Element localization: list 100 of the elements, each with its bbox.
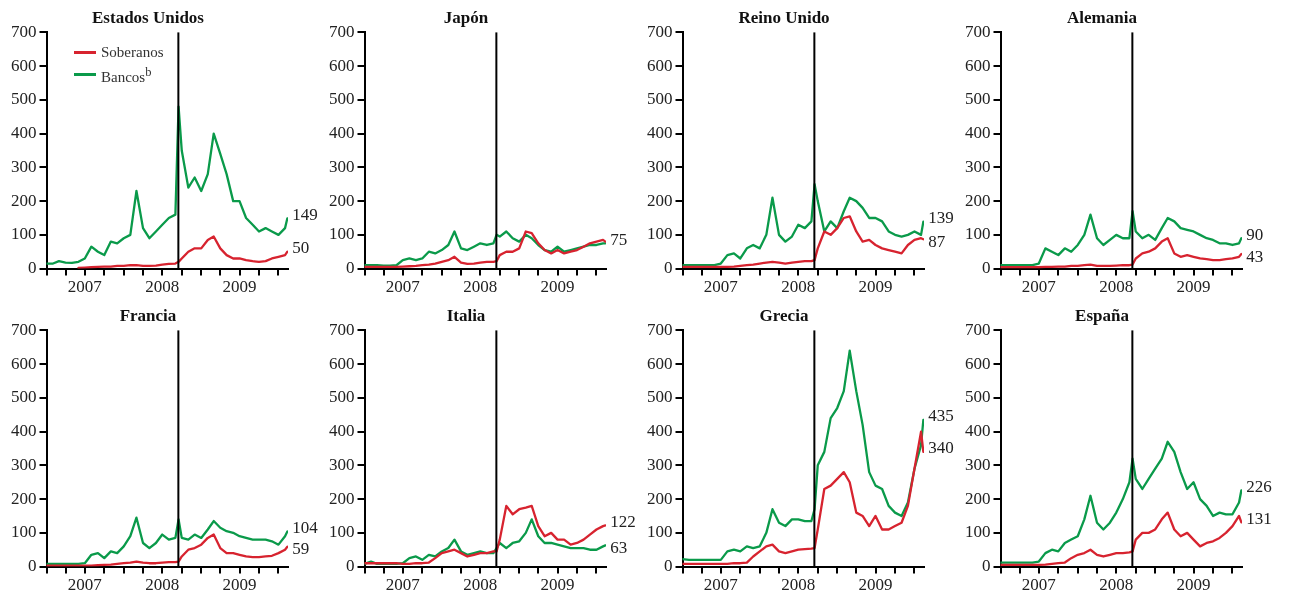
y-tick-label: 500 xyxy=(965,89,991,109)
x-tick-label: 2007 xyxy=(385,575,421,595)
y-tick-label: 500 xyxy=(11,387,37,407)
y-tick-label: 600 xyxy=(647,353,673,373)
x-tick-label: 2009 xyxy=(540,575,575,595)
y-tick-label: 400 xyxy=(647,123,673,143)
y-tick-label: 300 xyxy=(329,156,355,176)
annotation: 50 xyxy=(292,238,310,258)
x-tick-label: 2007 xyxy=(1021,575,1057,595)
y-tick-label: 300 xyxy=(329,454,355,474)
x-tick-label: 2009 xyxy=(222,277,257,297)
chart-title: Reino Unido xyxy=(738,7,830,27)
y-tick-label: 100 xyxy=(647,224,673,244)
y-tick-label: 400 xyxy=(647,421,673,441)
y-tick-label: 200 xyxy=(965,190,991,210)
x-tick-label: 2007 xyxy=(1021,277,1057,297)
annotation: 104 xyxy=(292,517,319,537)
y-tick-label: 200 xyxy=(11,488,37,508)
chart-title: Japón xyxy=(443,7,489,27)
y-tick-label: 600 xyxy=(965,353,991,373)
y-tick-label: 300 xyxy=(11,156,37,176)
y-tick-label: 0 xyxy=(664,556,673,576)
x-tick-label: 2009 xyxy=(858,575,893,595)
chart-title: España xyxy=(1075,305,1130,325)
x-tick-label: 2008 xyxy=(145,575,180,595)
annotation: 43 xyxy=(1246,246,1264,266)
y-tick-label: 300 xyxy=(965,454,991,474)
y-tick-label: 0 xyxy=(346,258,355,278)
y-tick-label: 600 xyxy=(965,55,991,75)
y-tick-label: 700 xyxy=(11,21,37,41)
y-tick-label: 100 xyxy=(11,522,37,542)
y-tick-label: 500 xyxy=(329,387,355,407)
chart-title: Francia xyxy=(119,305,177,325)
y-tick-label: 700 xyxy=(329,21,355,41)
x-tick-label: 2008 xyxy=(145,277,180,297)
y-tick-label: 200 xyxy=(965,488,991,508)
annotation: 340 xyxy=(928,438,954,458)
y-tick-label: 300 xyxy=(11,454,37,474)
y-tick-label: 600 xyxy=(647,55,673,75)
y-tick-label: 700 xyxy=(11,319,37,339)
annotation: 149 xyxy=(292,204,318,224)
y-tick-label: 200 xyxy=(647,488,673,508)
y-tick-label: 0 xyxy=(28,556,37,576)
y-tick-label: 100 xyxy=(11,224,37,244)
x-tick-label: 2007 xyxy=(703,575,739,595)
y-tick-label: 200 xyxy=(11,190,37,210)
annotation: 59 xyxy=(292,539,310,559)
y-tick-label: 700 xyxy=(965,21,991,41)
y-tick-label: 300 xyxy=(965,156,991,176)
annotation: 63 xyxy=(610,537,628,557)
y-tick-label: 500 xyxy=(647,89,673,109)
x-tick-label: 2009 xyxy=(1176,277,1211,297)
annotation: 139 xyxy=(928,208,954,228)
y-tick-label: 600 xyxy=(11,55,37,75)
y-tick-label: 500 xyxy=(11,89,37,109)
annotation: 90 xyxy=(1246,224,1264,244)
y-tick-label: 200 xyxy=(329,488,355,508)
annotation: 435 xyxy=(928,406,954,426)
chart-title: Grecia xyxy=(759,305,809,325)
x-tick-label: 2007 xyxy=(67,575,103,595)
y-tick-label: 600 xyxy=(329,55,355,75)
y-tick-label: 100 xyxy=(965,224,991,244)
y-tick-label: 100 xyxy=(329,522,355,542)
legend-label: Bancos$^{b}$ xyxy=(101,64,152,87)
y-tick-label: 300 xyxy=(647,454,673,474)
chart-title: Estados Unidos xyxy=(92,7,205,27)
y-tick-label: 700 xyxy=(647,21,673,41)
y-tick-label: 0 xyxy=(28,258,37,278)
y-tick-label: 500 xyxy=(965,387,991,407)
y-tick-label: 300 xyxy=(647,156,673,176)
y-tick-label: 0 xyxy=(664,258,673,278)
y-tick-label: 200 xyxy=(647,190,673,210)
y-tick-label: 400 xyxy=(329,421,355,441)
annotation: 131 xyxy=(1246,508,1272,528)
y-tick-label: 400 xyxy=(11,123,37,143)
y-tick-label: 600 xyxy=(11,353,37,373)
x-tick-label: 2008 xyxy=(1099,575,1134,595)
y-tick-label: 700 xyxy=(647,319,673,339)
y-tick-label: 500 xyxy=(647,387,673,407)
annotation: 122 xyxy=(610,511,636,531)
y-tick-label: 700 xyxy=(329,319,355,339)
y-tick-label: 0 xyxy=(346,556,355,576)
y-tick-label: 400 xyxy=(965,123,991,143)
y-tick-label: 0 xyxy=(982,258,991,278)
x-tick-label: 2008 xyxy=(1099,277,1134,297)
x-tick-label: 2009 xyxy=(222,575,257,595)
y-tick-label: 400 xyxy=(329,123,355,143)
y-tick-label: 400 xyxy=(11,421,37,441)
annotation: 226 xyxy=(1246,476,1272,496)
x-tick-label: 2008 xyxy=(463,277,498,297)
annotation: 75 xyxy=(610,229,628,249)
legend-label: Soberanos xyxy=(101,43,164,62)
annotation: 87 xyxy=(928,231,946,251)
y-tick-label: 400 xyxy=(965,421,991,441)
chart-title: Italia xyxy=(446,305,486,325)
y-tick-label: 100 xyxy=(647,522,673,542)
x-tick-label: 2008 xyxy=(781,277,816,297)
y-tick-label: 500 xyxy=(329,89,355,109)
x-tick-label: 2009 xyxy=(1176,575,1211,595)
x-tick-label: 2009 xyxy=(858,277,893,297)
